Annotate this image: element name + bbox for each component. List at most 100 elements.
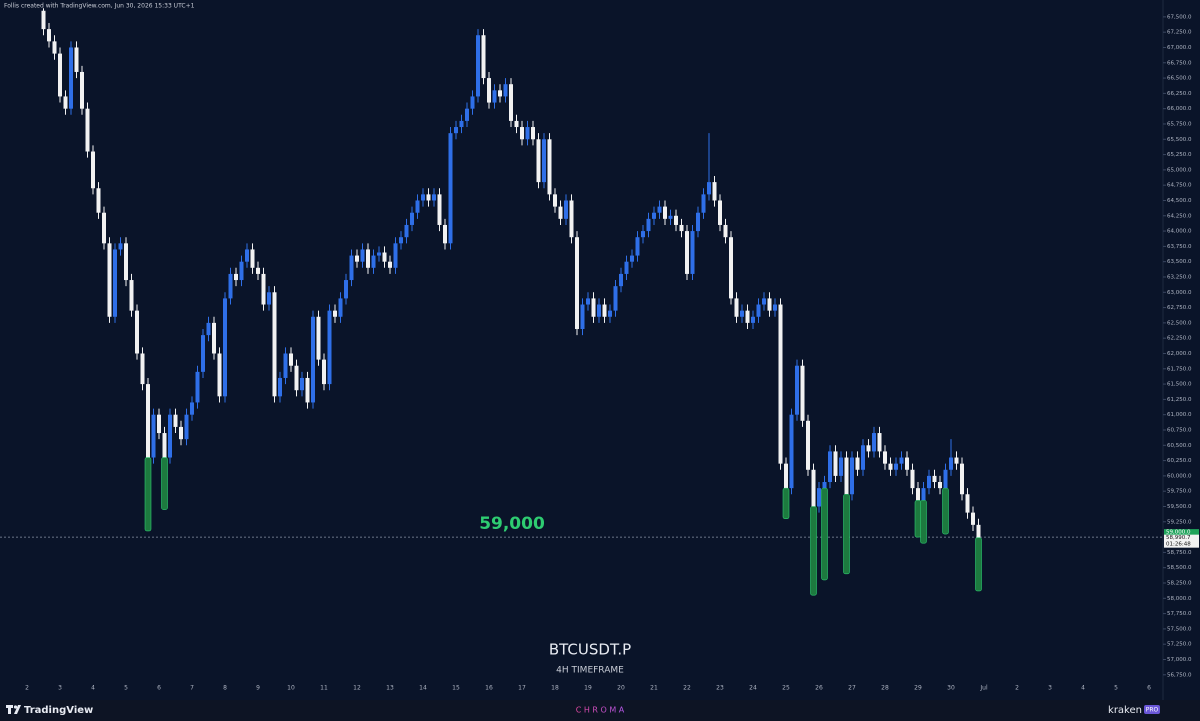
countdown: 01:26:48 — [1166, 542, 1191, 548]
candle-body — [624, 261, 629, 274]
candle-body — [91, 151, 95, 189]
candle-body — [157, 414, 161, 434]
candle-body — [234, 273, 238, 281]
candle-body — [833, 451, 838, 476]
y-tick-label: 62,500.0 — [1167, 320, 1192, 326]
candle-body — [547, 139, 552, 195]
candle-body — [173, 414, 178, 427]
candle-body — [74, 47, 79, 72]
x-tick-label: 2 — [25, 685, 29, 692]
candle-body — [426, 194, 431, 201]
candle-body — [751, 316, 755, 323]
wick-highlight — [782, 487, 790, 520]
candle-body — [201, 335, 205, 372]
candle-body — [580, 304, 585, 330]
candle-body — [228, 273, 233, 299]
candle-body — [877, 433, 882, 452]
level-label: 59,000 — [479, 514, 545, 534]
candle-body — [58, 53, 62, 97]
candle-body — [437, 194, 442, 225]
candle-body — [344, 280, 348, 299]
candle-body — [454, 127, 458, 134]
candle-body — [278, 377, 282, 397]
candle-body — [492, 90, 497, 103]
candle-body — [377, 252, 381, 256]
candle-body — [69, 47, 73, 109]
candle-body — [250, 249, 255, 268]
candle-body — [954, 457, 959, 464]
candle-body — [767, 298, 772, 311]
candle-body — [470, 96, 475, 109]
candle-body — [41, 10, 46, 30]
candle-body — [448, 133, 453, 244]
candle-body — [795, 365, 799, 415]
candle-body — [316, 316, 321, 360]
candle-body — [883, 451, 887, 464]
last-price-box — [1164, 534, 1199, 548]
candle-body — [102, 212, 106, 244]
candle-body — [905, 457, 909, 470]
candle-body — [855, 457, 860, 470]
candle-body — [899, 457, 904, 464]
candle-body — [553, 194, 557, 207]
y-tick-label: 61,250.0 — [1167, 397, 1192, 403]
candle-body — [707, 182, 711, 195]
x-tick-label: 4 — [1081, 685, 1085, 692]
candle-body — [124, 243, 128, 281]
candle-body — [349, 255, 354, 281]
candle-body — [525, 127, 530, 140]
candle-body — [129, 280, 134, 311]
candle-body — [498, 90, 502, 97]
candle-body — [146, 384, 150, 458]
wick-highlight — [920, 500, 927, 544]
wick-highlight — [914, 500, 922, 538]
y-tick-label: 64,500.0 — [1167, 198, 1192, 204]
candle-body — [866, 445, 871, 452]
candle-body — [949, 457, 953, 470]
candle-body — [591, 298, 596, 317]
candle-body — [190, 402, 194, 415]
x-tick-label: 20 — [617, 685, 625, 692]
candle-body — [80, 71, 84, 109]
candle-body — [861, 445, 865, 470]
y-tick-label: 60,500.0 — [1167, 443, 1192, 449]
candle-body — [212, 322, 216, 354]
y-tick-label: 67,000.0 — [1167, 45, 1192, 51]
footer-bar — [0, 700, 1200, 721]
candle-body — [140, 353, 145, 385]
x-tick-label: Jul — [979, 685, 988, 692]
x-tick-label: 19 — [584, 685, 592, 692]
candle-body — [432, 194, 436, 201]
candle-body — [784, 463, 788, 489]
candle-body — [443, 224, 447, 244]
y-tick-label: 56,750.0 — [1167, 672, 1192, 678]
candle-body — [542, 139, 546, 183]
x-tick-label: 12 — [353, 685, 361, 692]
candle-body — [740, 310, 744, 317]
candle-body — [289, 353, 293, 366]
candle-body — [305, 377, 310, 403]
x-tick-label: 7 — [190, 685, 194, 692]
candle-body — [465, 108, 469, 121]
candle-body — [179, 426, 183, 440]
y-tick-label: 61,500.0 — [1167, 382, 1192, 388]
y-tick-label: 59,250.0 — [1167, 519, 1192, 525]
x-tick-label: 30 — [947, 685, 955, 692]
candle-body — [927, 475, 931, 489]
candle-body — [113, 249, 117, 317]
candle-body — [245, 249, 249, 262]
candle-body — [613, 286, 618, 311]
y-tick-label: 60,250.0 — [1167, 458, 1192, 464]
x-tick-label: 2 — [1015, 685, 1019, 692]
x-tick-label: 14 — [419, 685, 427, 692]
candle-body — [894, 463, 898, 470]
wick-highlight — [161, 457, 168, 510]
x-tick-label: 26 — [815, 685, 823, 692]
candle-body — [850, 457, 854, 495]
candle-body — [844, 457, 849, 495]
plot: 56,750.0 57,000.0 57,250.0 57,500.0 57,750.0… — [0, 8, 1192, 692]
candle-body — [118, 243, 123, 250]
y-tick-label: 59,750.0 — [1167, 489, 1192, 495]
tv-logo — [6, 705, 21, 714]
candle-body — [476, 35, 480, 97]
